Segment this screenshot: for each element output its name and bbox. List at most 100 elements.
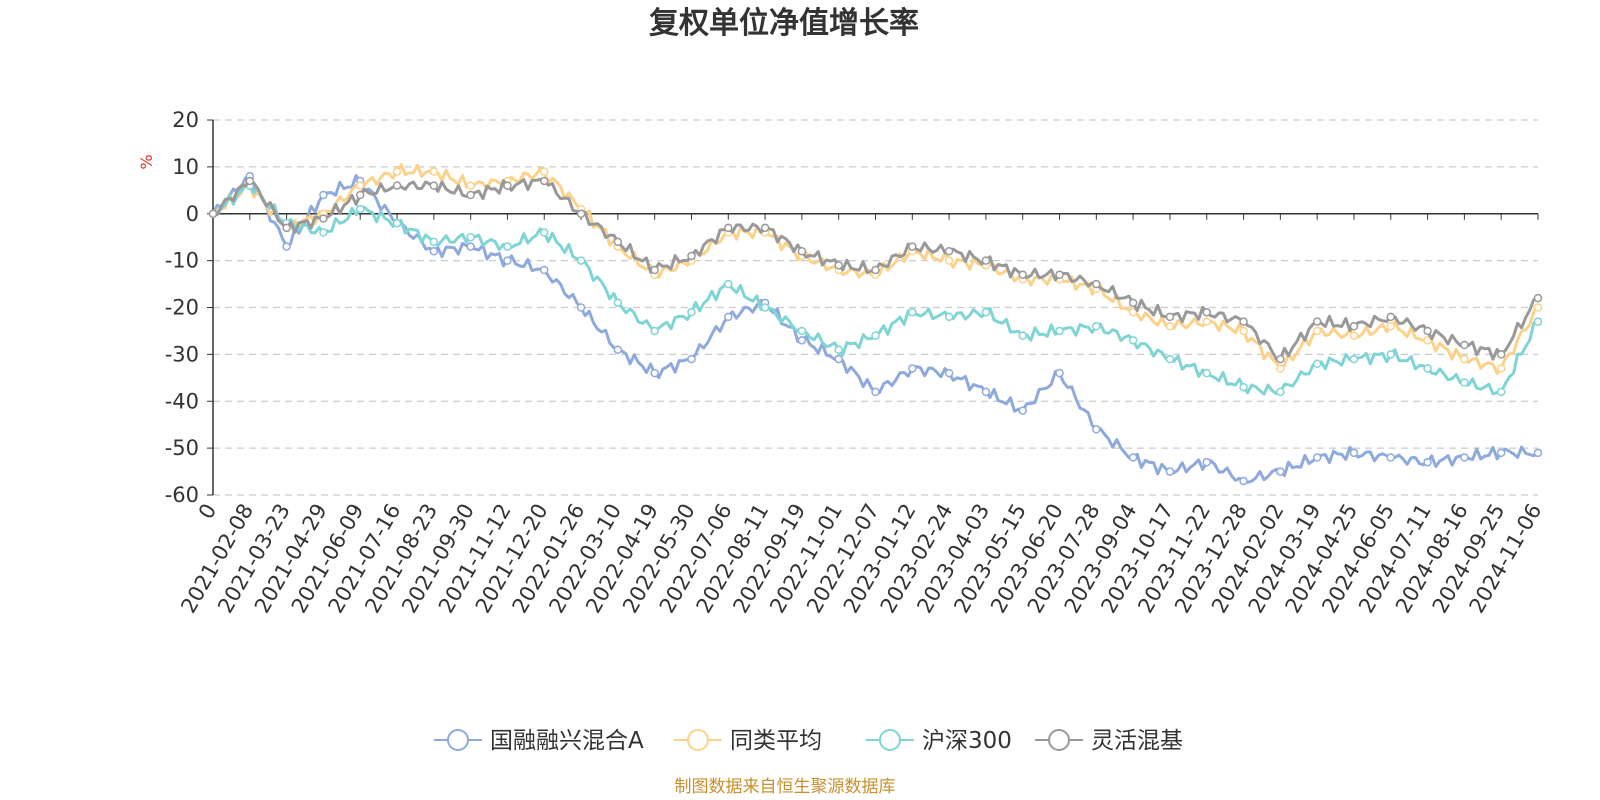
data-point [687,251,696,261]
data-point [1533,448,1543,458]
data-point [1276,354,1285,364]
data-point [834,345,843,354]
legend-marker-icon [687,729,709,751]
legend-item[interactable]: 同类平均 [674,728,822,754]
data-point [1276,467,1285,476]
legend-label: 沪深300 [922,728,1012,754]
data-point [1128,336,1138,345]
data-point [1496,387,1506,397]
data-point [1165,354,1175,364]
data-point [1312,326,1322,336]
legend-label: 国融融兴混合A [490,728,644,754]
data-point [540,228,549,237]
data-point [908,242,917,251]
legend-item[interactable]: 灵活混基 [1035,728,1183,754]
data-point [981,256,991,265]
y-tick-label: -10 [165,249,199,273]
data-point [466,190,475,200]
data-point [1092,322,1101,331]
data-point [724,279,733,289]
data-point [319,228,328,237]
data-point [1386,350,1396,359]
y-tick-label: -30 [165,342,199,366]
data-point [1055,270,1064,279]
data-point [1055,326,1064,336]
data-point [944,312,954,322]
data-point [1533,293,1543,303]
data-point [1460,340,1469,350]
data-point [944,368,954,378]
data-point [1128,298,1138,308]
data-point [540,265,549,275]
data-point [797,326,807,336]
data-point [981,307,991,317]
data-point [466,232,475,242]
y-axis: 20 10 0 -10 -20 -30 -40 -50 -60 [165,108,214,507]
data-point [1386,312,1396,322]
data-point [319,214,328,223]
y-tick-label: -60 [165,483,199,507]
data-point [687,354,696,364]
data-point [687,307,696,317]
data-point [282,223,291,233]
legend-item[interactable]: 沪深300 [866,728,1012,754]
data-point [797,247,807,256]
data-point [908,307,917,317]
data-point [1239,317,1248,326]
data-point [944,256,954,265]
data-point [1496,350,1506,359]
data-point [466,181,475,190]
y-tick-label: 10 [172,155,199,179]
data-point [429,237,439,247]
data-point [650,368,659,378]
data-point [466,242,475,251]
data-point [429,181,439,190]
data-point [1092,279,1101,289]
data-point [760,223,770,233]
data-point [650,265,659,275]
series-line [211,174,1539,484]
legend-item[interactable]: 国融融兴混合A [434,728,644,754]
data-point [1312,359,1322,368]
data-point [613,298,623,308]
data-point [797,336,807,345]
data-point [576,256,586,265]
data-point [1202,457,1211,467]
data-point [724,223,733,233]
data-point [1202,368,1211,378]
data-point [1202,317,1211,326]
data-point [1349,354,1359,364]
y-tick-label: -20 [165,296,199,320]
data-point [1239,476,1248,486]
legend-label: 同类平均 [730,728,822,754]
data-point [1423,326,1432,336]
y-tick-label: 20 [172,108,199,132]
data-point [834,354,843,364]
data-point [871,331,880,340]
data-point [1165,322,1175,331]
data-point [429,247,439,256]
y-tick-label: -50 [165,436,199,460]
data-point [650,326,659,336]
data-point [1018,331,1027,340]
series-lines [208,163,1543,486]
data-source-note: 制图数据来自恒生聚源数据库 [675,777,896,797]
legend-label: 灵活混基 [1091,728,1183,754]
data-point [613,237,623,247]
data-point [1349,448,1359,458]
data-point [429,167,439,176]
data-point [1128,453,1138,462]
data-point [1423,457,1432,467]
chart-title: 复权单位净值增长率 [649,6,919,41]
data-point [1128,307,1138,317]
data-point [871,387,880,397]
data-point [1423,336,1432,345]
data-point [282,242,291,251]
data-point [208,209,218,218]
data-point [1349,331,1359,340]
data-point [576,209,586,218]
legend-marker-icon [1048,729,1070,751]
data-point [724,312,733,322]
data-point [1496,364,1506,373]
data-point [1533,317,1543,326]
